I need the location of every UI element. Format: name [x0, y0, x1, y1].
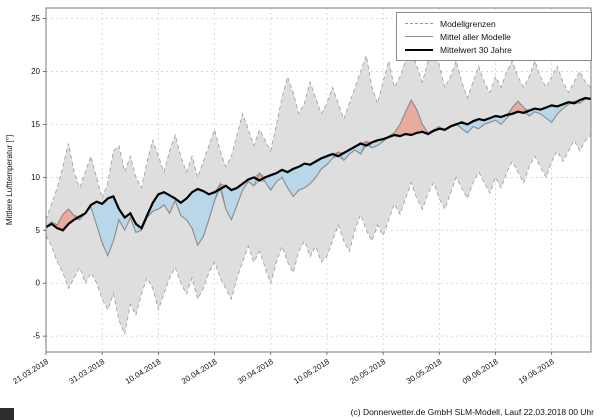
- model-mean-line: [45, 97, 592, 258]
- y-tick-label: 0: [36, 279, 41, 288]
- y-tick-label: 25: [31, 14, 40, 23]
- x-tick-label: 31.03.2018: [68, 357, 107, 386]
- x-tick-label: 10.05.2018: [292, 357, 331, 386]
- x-tick-label: 10.04.2018: [124, 357, 163, 386]
- x-tick-label: 09.06.2018: [461, 357, 500, 386]
- x-tick-label: 20.04.2018: [180, 357, 219, 386]
- y-tick-label: 20: [31, 67, 40, 76]
- model-range-band: [46, 36, 591, 334]
- climate-mean-line: [45, 96, 592, 232]
- plot-frame: [45, 7, 592, 353]
- x-tick-label: 21.03.2018: [11, 357, 50, 386]
- y-axis-title: Mittlere Lufttemperatur [°]: [5, 135, 14, 225]
- gray-line-icon: [405, 36, 433, 37]
- y-tick-label: -5: [33, 332, 41, 341]
- y-tick-label: 15: [31, 120, 40, 129]
- dashed-line-icon: [405, 23, 433, 24]
- x-tick-label: 30.05.2018: [405, 357, 444, 386]
- copyright-caption: (c) Donnerwetter.de GmbH SLM-Modell, Lau…: [350, 407, 594, 417]
- legend-item-label: Mittelwert 30 Jahre: [440, 44, 512, 55]
- x-tick-label: 19.06.2018: [517, 357, 556, 386]
- legend-item-label: Modellgrenzen: [440, 18, 496, 29]
- x-tick-label: 20.05.2018: [348, 357, 387, 386]
- legend-item-model-mean: Mittel aller Modelle: [405, 30, 585, 43]
- black-line-icon: [405, 48, 433, 51]
- legend-item-label: Mittel aller Modelle: [440, 31, 511, 42]
- x-tick-label: 30.04.2018: [236, 357, 275, 386]
- legend-item-climate-mean: Mittelwert 30 Jahre: [405, 43, 585, 56]
- legend: Modellgrenzen Mittel aller Modelle Mitte…: [396, 12, 592, 61]
- legend-item-model-bounds: Modellgrenzen: [405, 17, 585, 30]
- model-lower-bound-line: [45, 134, 592, 336]
- y-tick-label: 10: [31, 173, 40, 182]
- y-tick-label: 5: [36, 226, 41, 235]
- logo-mark: [0, 408, 14, 420]
